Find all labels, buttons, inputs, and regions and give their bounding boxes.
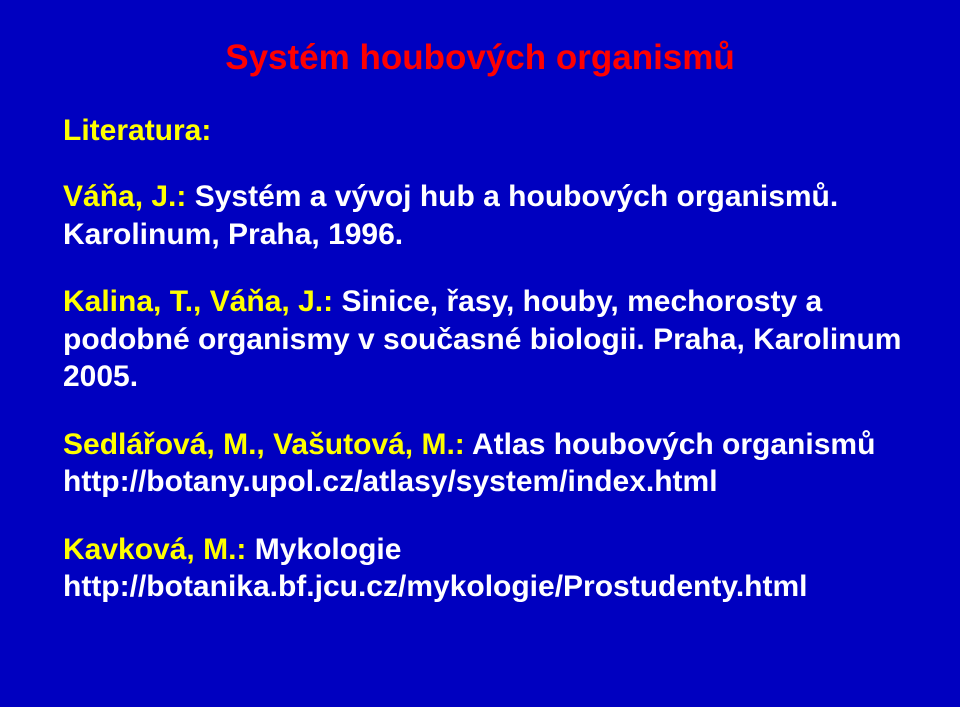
slide-title: Systém houbových organismů: [55, 38, 905, 78]
reference-authors: Kalina, T., Váňa, J.:: [63, 285, 341, 318]
reference-item: Kalina, T., Váňa, J.: Sinice, řasy, houb…: [63, 283, 905, 396]
reference-item: Sedlářová, M., Vašutová, M.: Atlas houbo…: [63, 426, 905, 501]
reference-item: Váňa, J.: Systém a vývoj hub a houbových…: [63, 178, 905, 253]
reference-authors: Kavková, M.:: [63, 533, 255, 566]
slide: Systém houbových organismů Literatura: V…: [0, 0, 960, 707]
literatura-heading: Literatura:: [63, 114, 905, 148]
reference-authors: Sedlářová, M., Vašutová, M.:: [63, 428, 472, 461]
reference-authors: Váňa, J.:: [63, 180, 195, 213]
reference-item: Kavková, M.: Mykologie http://botanika.b…: [63, 531, 905, 606]
